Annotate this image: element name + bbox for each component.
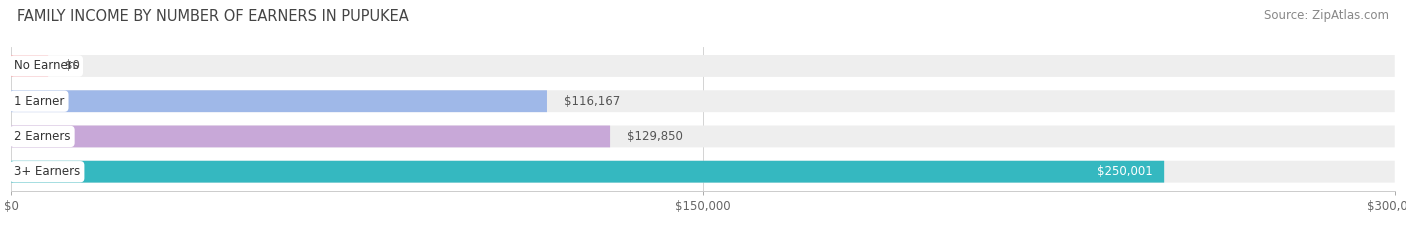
FancyBboxPatch shape xyxy=(11,126,610,147)
FancyBboxPatch shape xyxy=(11,55,48,77)
FancyBboxPatch shape xyxy=(11,126,1395,147)
Text: 1 Earner: 1 Earner xyxy=(14,95,65,108)
Text: 3+ Earners: 3+ Earners xyxy=(14,165,80,178)
Text: $0: $0 xyxy=(65,59,80,72)
Text: FAMILY INCOME BY NUMBER OF EARNERS IN PUPUKEA: FAMILY INCOME BY NUMBER OF EARNERS IN PU… xyxy=(17,9,409,24)
FancyBboxPatch shape xyxy=(11,90,1395,112)
FancyBboxPatch shape xyxy=(11,90,547,112)
Text: $250,001: $250,001 xyxy=(1097,165,1153,178)
Text: $116,167: $116,167 xyxy=(564,95,620,108)
FancyBboxPatch shape xyxy=(11,55,1395,77)
Text: 2 Earners: 2 Earners xyxy=(14,130,70,143)
Text: No Earners: No Earners xyxy=(14,59,79,72)
Text: Source: ZipAtlas.com: Source: ZipAtlas.com xyxy=(1264,9,1389,22)
FancyBboxPatch shape xyxy=(11,161,1395,183)
FancyBboxPatch shape xyxy=(11,161,1164,183)
Text: $129,850: $129,850 xyxy=(627,130,682,143)
